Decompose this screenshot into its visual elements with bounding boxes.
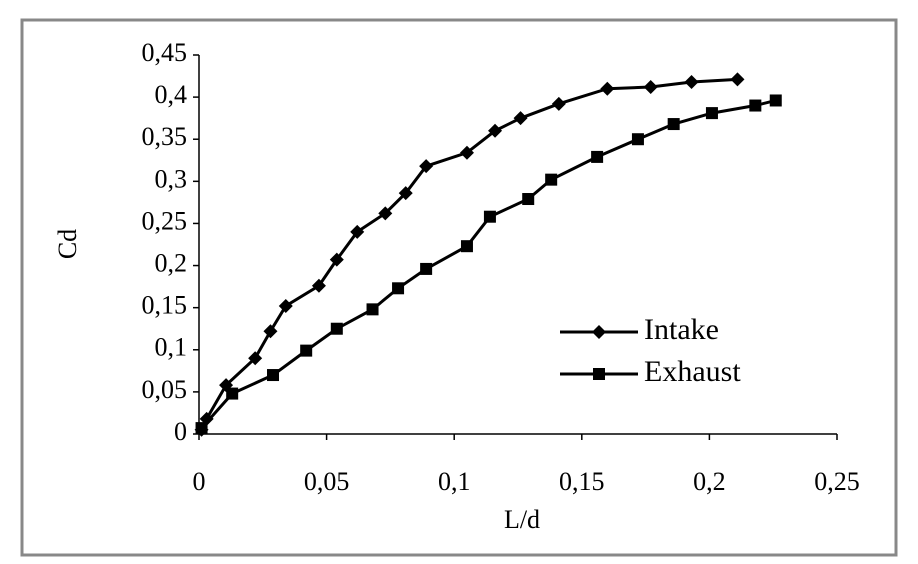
marker (329, 252, 344, 267)
y-tick-label: 0,05 (142, 375, 188, 404)
y-tick-label: 0,35 (142, 122, 188, 151)
marker (643, 80, 658, 95)
marker (593, 368, 605, 380)
series-line (200, 77, 738, 431)
y-tick-label: 0,3 (155, 164, 188, 193)
x-tick-label: 0 (193, 467, 206, 496)
x-tick-label: 0,1 (438, 467, 471, 496)
marker (263, 324, 278, 339)
marker (311, 278, 326, 293)
marker (684, 74, 699, 89)
legend-label: Intake (644, 313, 719, 346)
x-tick-label: 0,05 (304, 467, 350, 496)
marker (483, 210, 496, 223)
marker (705, 107, 718, 120)
y-tick-label: 0,25 (142, 206, 188, 235)
x-tick-label: 0,2 (693, 467, 726, 496)
marker (730, 72, 745, 87)
legend-label: Exhaust (644, 355, 741, 388)
marker (667, 118, 680, 131)
marker (392, 282, 405, 295)
marker (513, 111, 528, 126)
marker (488, 123, 503, 138)
y-axis-label: Cd (53, 229, 82, 259)
y-tick-label: 0,15 (142, 291, 188, 320)
marker (366, 303, 379, 316)
marker (592, 325, 606, 339)
marker (459, 145, 474, 160)
marker (330, 322, 343, 335)
marker (419, 159, 434, 174)
y-tick-label: 0,1 (155, 333, 188, 362)
x-tick-label: 0,15 (559, 467, 605, 496)
marker (600, 81, 615, 96)
marker (267, 369, 280, 382)
marker (300, 344, 313, 357)
marker (749, 99, 762, 112)
y-tick-label: 0,45 (142, 38, 188, 67)
y-tick-label: 0,2 (155, 249, 188, 278)
y-tick-label: 0,4 (155, 80, 188, 109)
marker (460, 240, 473, 253)
marker (195, 422, 208, 435)
marker (278, 298, 293, 313)
marker (398, 186, 413, 201)
marker (591, 150, 604, 163)
y-tick-label: 0 (174, 417, 187, 446)
marker (551, 96, 566, 111)
marker (226, 387, 239, 400)
legend: Intake Exhaust (560, 313, 741, 388)
marker (420, 262, 433, 275)
x-axis-label: L/d (504, 505, 540, 534)
marker (248, 351, 263, 366)
marker (350, 224, 365, 239)
marker (545, 173, 558, 186)
marker (522, 193, 535, 206)
x-tick-label: 0,25 (814, 467, 860, 496)
marker (631, 133, 644, 146)
marker (769, 94, 782, 107)
marker (378, 206, 393, 221)
